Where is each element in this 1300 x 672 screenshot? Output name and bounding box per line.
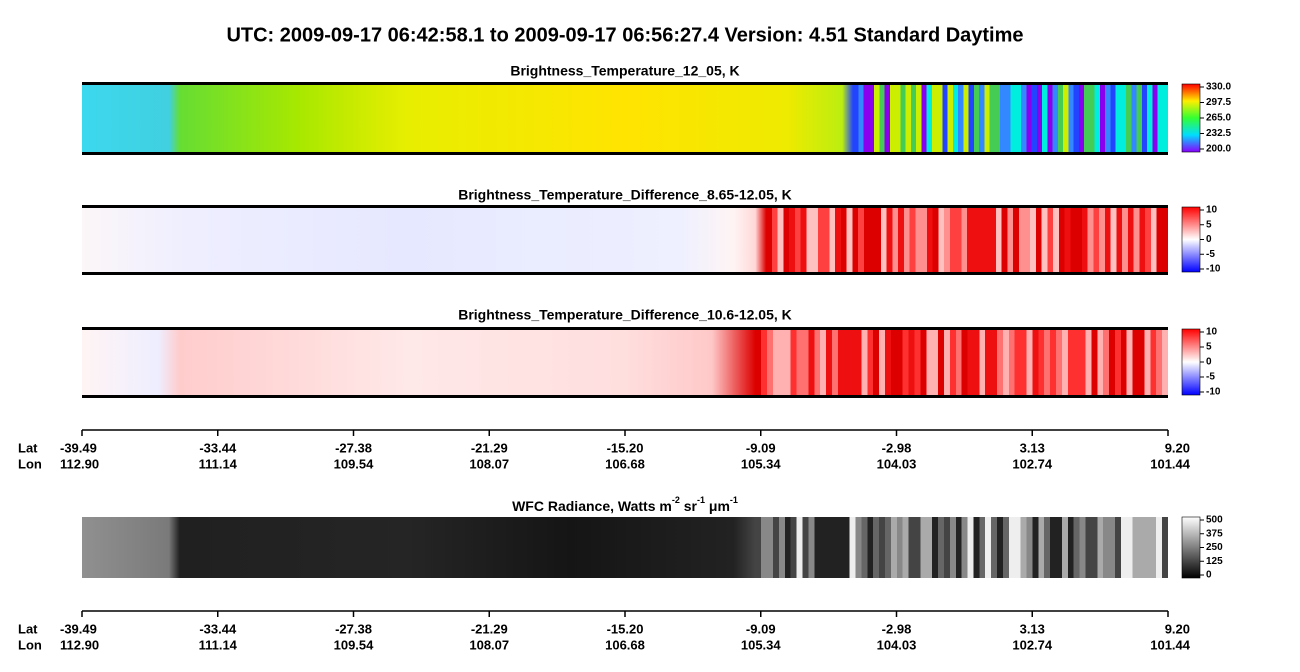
swath-border [82, 205, 1168, 208]
lat-label: Lat [18, 440, 38, 455]
colorbar [1181, 206, 1201, 273]
colorbar [1181, 83, 1201, 153]
lon-value: 106.68 [605, 637, 645, 652]
swath-image [82, 329, 1168, 395]
lat-value: 9.20 [1165, 621, 1190, 636]
lat-value: -9.09 [746, 440, 776, 455]
lat-value: 3.13 [1020, 440, 1045, 455]
lat-value: -9.09 [746, 621, 776, 636]
colorbar-label: 0 [1206, 570, 1212, 581]
lon-value: 108.07 [469, 456, 509, 471]
colorbar-label: 200.0 [1206, 144, 1231, 155]
sup: -1 [730, 495, 738, 505]
lat-value: 9.20 [1165, 440, 1190, 455]
swath-image [82, 517, 1168, 578]
lat-value: -2.98 [882, 621, 912, 636]
t: μm [705, 498, 730, 514]
t: sr [680, 498, 698, 514]
swath-border [82, 272, 1168, 275]
colorbar-label: 375 [1206, 528, 1223, 539]
lon-value: 105.34 [741, 456, 782, 471]
panel-title: Brightness_Temperature_12_05, K [510, 63, 739, 79]
lat-value: -27.38 [335, 440, 372, 455]
lon-value: 112.90 [60, 456, 99, 471]
colorbar-label: 500 [1206, 515, 1223, 526]
page-title: UTC: 2009-09-17 06:42:58.1 to 2009-09-17… [226, 24, 1023, 46]
lon-value: 108.07 [469, 637, 509, 652]
colorbar-label: -10 [1206, 264, 1221, 275]
t: WFC Radiance, Watts m [512, 498, 672, 514]
lon-value: 104.03 [877, 637, 917, 652]
swath-border [82, 395, 1168, 398]
wfc-title: WFC Radiance, Watts m-2 sr-1 μm-1 [512, 495, 738, 513]
colorbar-label: 232.5 [1206, 128, 1231, 139]
colorbar-label: 10 [1206, 327, 1218, 338]
lat-value: 3.13 [1020, 621, 1045, 636]
lon-value: 102.74 [1012, 637, 1053, 652]
lon-label: Lon [18, 637, 42, 652]
lat-value: -33.44 [199, 440, 237, 455]
colorbar [1181, 328, 1201, 396]
lat-label: Lat [18, 621, 38, 636]
lon-value: 105.34 [741, 637, 782, 652]
colorbar-label: -5 [1206, 372, 1215, 383]
lon-value: 102.74 [1012, 456, 1053, 471]
colorbar-label: 5 [1206, 342, 1212, 353]
lon-value: 101.44 [1150, 456, 1191, 471]
colorbar-label: 10 [1206, 205, 1218, 216]
colorbar-label: 297.5 [1206, 97, 1231, 108]
colorbar-label: 125 [1206, 556, 1223, 567]
sup: -2 [672, 495, 680, 505]
colorbar-label: 265.0 [1206, 113, 1231, 124]
swath-image [82, 84, 1168, 152]
lon-label: Lon [18, 456, 42, 471]
panel-title: Brightness_Temperature_Difference_10.6-1… [458, 307, 792, 323]
swath-border [82, 327, 1168, 330]
swath-image [82, 207, 1168, 272]
swath-border [82, 152, 1168, 155]
lat-value: -15.20 [607, 621, 644, 636]
colorbar [1181, 516, 1201, 579]
lat-value: -33.44 [199, 621, 237, 636]
lon-value: 109.54 [334, 456, 375, 471]
lon-value: 104.03 [877, 456, 917, 471]
lat-value: -39.49 [60, 621, 97, 636]
lat-value: -15.20 [607, 440, 644, 455]
swath-border [82, 82, 1168, 85]
colorbar-label: 5 [1206, 219, 1212, 230]
colorbar-label: 330.0 [1206, 82, 1231, 93]
colorbar-label: 0 [1206, 357, 1212, 368]
lon-value: 101.44 [1150, 637, 1191, 652]
lon-value: 111.14 [199, 637, 238, 652]
lat-value: -21.29 [471, 440, 508, 455]
lat-value: -39.49 [60, 440, 97, 455]
colorbar-label: -5 [1206, 249, 1215, 260]
colorbar-label: 250 [1206, 542, 1223, 553]
lat-value: -21.29 [471, 621, 508, 636]
colorbar-label: -10 [1206, 387, 1221, 398]
lon-value: 106.68 [605, 456, 645, 471]
panel-title: Brightness_Temperature_Difference_8.65-1… [458, 187, 792, 203]
lon-value: 109.54 [334, 637, 375, 652]
lon-value: 111.14 [199, 456, 238, 471]
sup: -1 [697, 495, 705, 505]
lon-value: 112.90 [60, 637, 99, 652]
lat-value: -2.98 [882, 440, 912, 455]
lat-value: -27.38 [335, 621, 372, 636]
colorbar-label: 0 [1206, 234, 1212, 245]
